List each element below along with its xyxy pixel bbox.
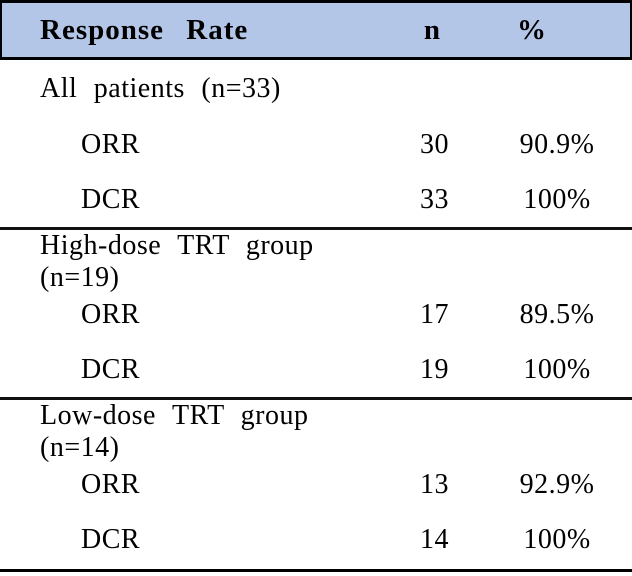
table-bottom-border <box>0 569 632 572</box>
table-header-row: Response Rate n % <box>0 0 632 60</box>
row-label: ORR <box>81 128 141 160</box>
pct-value: 90.9% <box>519 128 595 160</box>
header-percent: % <box>517 13 547 46</box>
table-row-high-orr: ORR 17 89.5% <box>0 287 632 342</box>
n-value: 17 <box>420 298 449 330</box>
n-value: 14 <box>420 523 449 555</box>
section-label: All patients (n=33) <box>40 72 281 104</box>
section-label: High-dose TRT group (n=19) <box>40 230 314 293</box>
row-label: DCR <box>81 353 141 385</box>
header-response-rate: Response Rate <box>40 13 249 46</box>
section-all-patients: All patients (n=33) <box>0 60 632 117</box>
section-high-dose: High-dose TRT group (n=19) <box>0 230 632 293</box>
table-row-all-dcr: DCR 33 100% <box>0 172 632 227</box>
row-label: DCR <box>81 523 141 555</box>
section-low-dose: Low-dose TRT group (n=14) <box>0 400 632 463</box>
table-row-high-dcr: DCR 19 100% <box>0 342 632 397</box>
n-value: 33 <box>420 183 449 215</box>
table-row-all-orr: ORR 30 90.9% <box>0 117 632 172</box>
n-value: 13 <box>420 468 449 500</box>
section-label: Low-dose TRT group (n=14) <box>40 400 309 463</box>
pct-value: 100% <box>523 523 591 555</box>
row-label: DCR <box>81 183 141 215</box>
pct-value: 89.5% <box>519 298 595 330</box>
pct-value: 92.9% <box>519 468 595 500</box>
pct-value: 100% <box>523 183 591 215</box>
table-row-low-dcr: DCR 14 100% <box>0 512 632 567</box>
n-value: 19 <box>420 353 449 385</box>
section-divider <box>0 227 632 230</box>
row-label: ORR <box>81 298 141 330</box>
pct-value: 100% <box>523 353 591 385</box>
section-divider <box>0 397 632 400</box>
row-label: ORR <box>81 468 141 500</box>
table-row-low-orr: ORR 13 92.9% <box>0 457 632 512</box>
header-n: n <box>423 13 442 46</box>
n-value: 30 <box>420 128 449 160</box>
